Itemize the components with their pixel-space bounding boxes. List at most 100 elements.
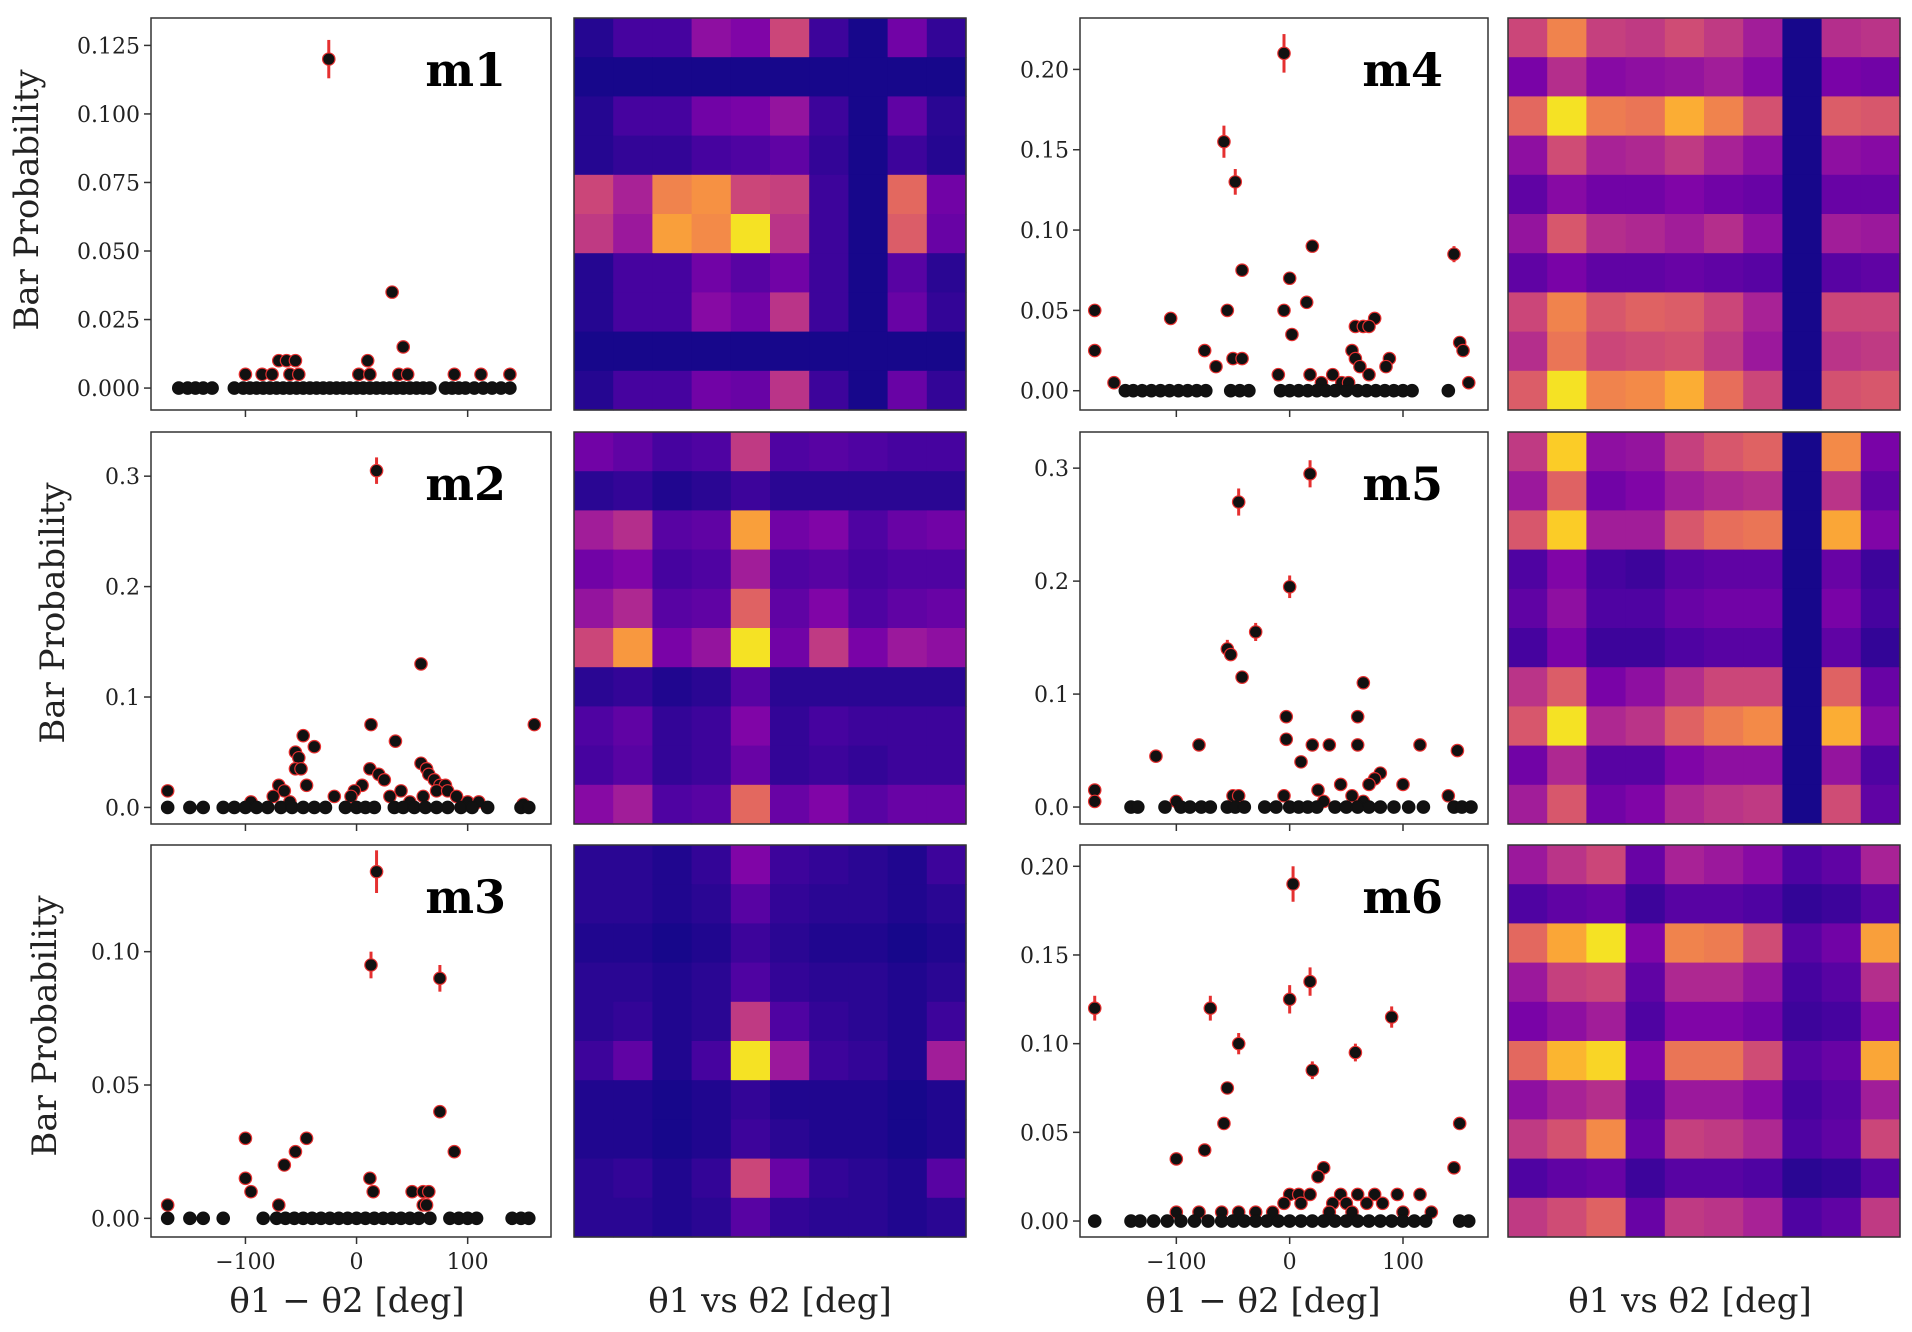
data-point [238, 1131, 253, 1146]
heatmap-cell-r9-c1 [1547, 784, 1587, 825]
scatter-panel-m6: 0.00 0.05 0.10 0.15 0.20 −100 0 100 m6 [1020, 844, 1489, 1275]
y-tick-label: 0.025 [77, 309, 140, 334]
heatmap-cell-r5-c5 [1704, 628, 1744, 668]
heatmap-cell-r7-c1 [1547, 706, 1587, 747]
heatmap-cell-r8-c0 [1508, 331, 1548, 372]
heatmap-cell-r6-c8 [887, 667, 928, 707]
data-point [1299, 295, 1314, 310]
heatmap-cell-r4-c4 [730, 174, 771, 215]
heatmap-cell-r3-c8 [887, 962, 928, 1003]
heatmap-cell-r9-c6 [809, 370, 849, 411]
heatmap-cell-r0-c0 [574, 845, 614, 885]
data-point [360, 353, 375, 368]
heatmap-cell-r4-c5 [770, 1001, 810, 1042]
heatmap-cell-r6-c5 [770, 253, 810, 293]
heatmap-cell-r3-c9 [1860, 962, 1901, 1003]
heatmap-cell-r6-c6 [809, 1080, 849, 1120]
data-point [1199, 383, 1213, 398]
heatmap-cell-r2-c6 [1743, 510, 1783, 551]
data-point [1413, 738, 1427, 752]
heatmap-cell-r3-c1 [1547, 549, 1587, 590]
data-point [265, 367, 279, 382]
heatmap-cell-r8-c1 [1547, 1158, 1587, 1199]
heatmap-cell-r0-c7 [848, 432, 889, 472]
data-point [1350, 738, 1365, 752]
heatmap-frame [573, 17, 967, 411]
data-point [1305, 1214, 1320, 1228]
heatmap-cell-r6-c6 [1743, 253, 1783, 293]
heatmap-cell-r7-c8 [887, 1119, 928, 1160]
data-point [1373, 1214, 1388, 1228]
heatmap-cell-r6-c8 [1821, 253, 1862, 293]
data-point [1328, 1214, 1342, 1228]
heatmap-cell-r5-c7 [1782, 628, 1823, 668]
heatmap-cell-r2-c0 [574, 510, 614, 551]
data-point [1418, 1214, 1433, 1228]
heatmap-cell-r1-c9 [926, 57, 967, 97]
heatmap-cell-r7-c9 [926, 292, 967, 333]
data-point [1413, 1187, 1427, 1202]
y-tick-label: 0.05 [91, 1074, 140, 1099]
heatmap-cell-r9-c3 [1625, 1197, 1666, 1238]
heatmap-cell-r4-c9 [926, 1001, 967, 1042]
heatmap-cell-r8-c7 [848, 745, 889, 786]
data-point [1183, 800, 1197, 814]
heatmap-cell-r9-c9 [926, 370, 967, 411]
heatmap-cell-r5-c3 [691, 628, 732, 668]
data-point [503, 367, 517, 382]
data-point [1350, 1214, 1365, 1228]
heatmap-cell-r6-c5 [1704, 253, 1744, 293]
heatmap-cell-r5-c7 [848, 214, 889, 254]
heatmap-cell-r1-c8 [887, 884, 928, 924]
heatmap-cell-r2-c9 [1860, 923, 1901, 964]
heatmap-cell-r2-c9 [1860, 510, 1901, 551]
heatmap-cell-r3-c8 [1821, 962, 1862, 1003]
heatmap-cell-r9-c9 [1860, 784, 1901, 825]
heatmap-cell-r6-c3 [691, 667, 732, 707]
heatmap-cell-r2-c2 [652, 510, 693, 551]
heatmap-cell-r1-c7 [1782, 471, 1823, 511]
xlabel-scatter-left: θ1 − θ2 [deg] [229, 1281, 464, 1321]
heatmap-cell-r8-c8 [887, 745, 928, 786]
heatmap-cell-r1-c0 [574, 471, 614, 511]
y-tick-label: 0.00 [1020, 1210, 1069, 1235]
heatmap-cell-r3-c7 [1782, 135, 1823, 176]
scatter-panel-m1: 0.000 0.025 0.050 0.075 0.100 0.125 m1 [77, 17, 552, 417]
heatmap-cell-r2-c4 [730, 923, 771, 964]
heatmap-cell-r6-c0 [574, 1080, 614, 1120]
heatmap-cell-r3-c3 [1625, 135, 1666, 176]
heatmap-cell-r0-c3 [691, 845, 732, 885]
heatmap-cell-r4-c0 [1508, 588, 1548, 629]
heatmap-cell-r6-c6 [809, 667, 849, 707]
data-point [385, 285, 399, 299]
heatmap-cell-r9-c8 [887, 370, 928, 411]
heatmap-cell-r2-c4 [1664, 96, 1705, 137]
heatmap-cell-r5-c2 [652, 214, 693, 254]
heatmap-cell-r5-c5 [1704, 214, 1744, 254]
y-tick-label: 0.00 [1020, 380, 1069, 405]
heatmap-cell-r4-c7 [1782, 1001, 1823, 1042]
heatmap-cell-r8-c8 [887, 1158, 928, 1199]
heatmap-cell-r9-c1 [613, 370, 653, 411]
heatmap-cell-r2-c5 [770, 510, 810, 551]
data-point [1339, 383, 1354, 398]
y-tick-label: 0.0 [1034, 796, 1069, 821]
data-point [1345, 788, 1359, 803]
heatmap-cell-r1-c2 [652, 884, 693, 924]
heatmap-cell-r6-c3 [1625, 667, 1666, 707]
heatmap-cell-r5-c4 [1664, 628, 1705, 668]
heatmap-cell-r5-c4 [1664, 214, 1705, 254]
heatmap-cell-r0-c7 [1782, 18, 1823, 58]
data-point [1441, 383, 1456, 398]
heatmap-cell-r1-c2 [1586, 884, 1627, 924]
heatmap-cell-r9-c3 [691, 784, 732, 825]
heatmap-cell-r4-c2 [652, 588, 693, 629]
heatmap-cell-r3-c3 [691, 962, 732, 1003]
heatmap-cell-r2-c6 [1743, 96, 1783, 137]
heatmap-cell-r0-c4 [730, 432, 771, 472]
heatmap-cell-r5-c6 [809, 214, 849, 254]
heatmap-cell-r7-c3 [691, 706, 732, 747]
data-point [1328, 383, 1342, 398]
heatmap-cell-r7-c6 [809, 292, 849, 333]
heatmap-cell-r3-c5 [1704, 135, 1744, 176]
